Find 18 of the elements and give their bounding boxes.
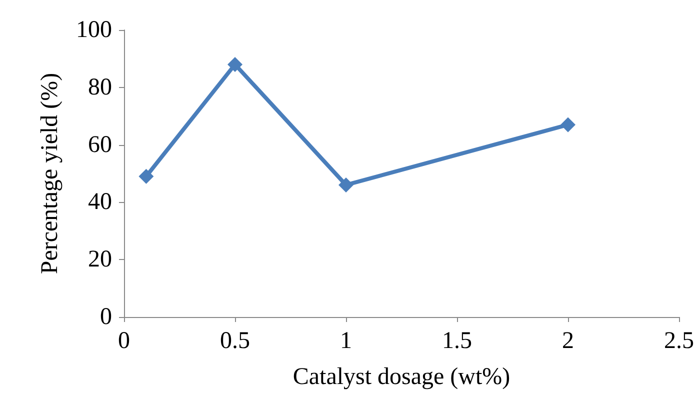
y-tick-label: 100 (76, 17, 112, 43)
x-tick-label: 2.5 (664, 328, 694, 354)
point (138, 168, 154, 184)
x-axis-title: Catalyst dosage (wt%) (292, 364, 510, 390)
point (228, 56, 242, 72)
y-tick-label: 0 (100, 304, 112, 330)
point (338, 177, 354, 192)
y-tick-label: 20 (88, 246, 112, 273)
point (560, 117, 576, 132)
x-tick-label: 1 (340, 328, 352, 354)
x-tick-label: 1.5 (442, 328, 472, 354)
x-tick-label: 2 (562, 328, 574, 354)
y-axis-title: Percentage yield (%) (37, 72, 63, 274)
y-tick-label: 80 (88, 74, 112, 100)
x-tick-label: 0.5 (220, 328, 250, 354)
x-tick-label: 0 (118, 328, 130, 354)
y-tick-label: 40 (88, 189, 112, 216)
y-tick-label: 60 (88, 132, 112, 158)
